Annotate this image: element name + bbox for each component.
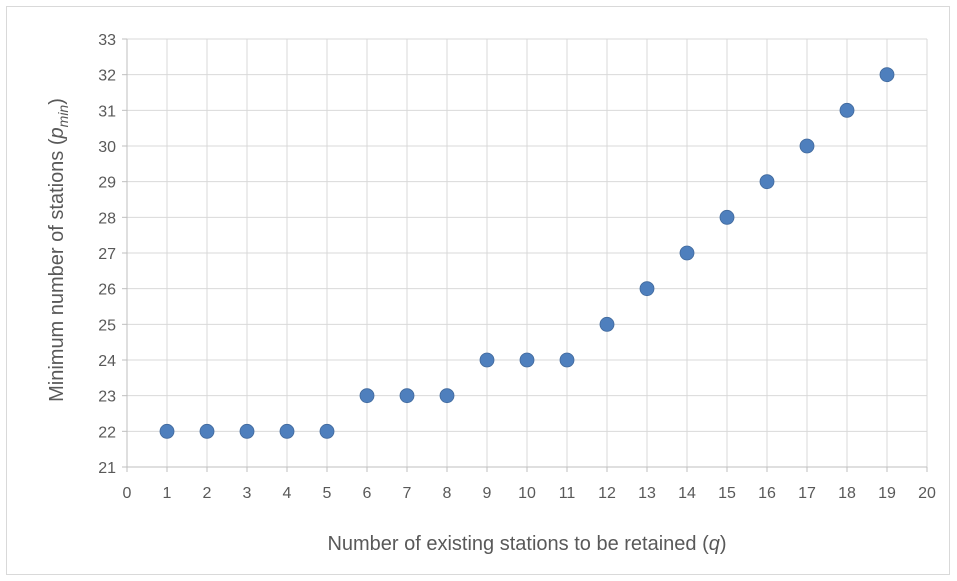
data-point [680,246,694,260]
y-tick-label: 22 [98,424,116,441]
x-tick-label: 8 [443,485,452,502]
grid-lines [127,39,927,467]
data-point [360,389,374,403]
data-point [840,103,854,117]
x-axis-label: Number of existing stations to be retain… [327,533,726,555]
data-point [720,210,734,224]
x-tick-label: 4 [283,485,292,502]
data-point [560,353,574,367]
y-tick-label: 31 [98,103,116,120]
x-tick-label: 5 [323,485,332,502]
y-tick-label: 21 [98,460,116,477]
x-tick-label: 6 [363,485,372,502]
data-point [600,317,614,331]
data-point [520,353,534,367]
data-point [480,353,494,367]
x-tick-label: 9 [483,485,492,502]
data-point [800,139,814,153]
y-tick-label: 30 [98,139,116,156]
x-tick-label: 19 [878,485,896,502]
x-tick-label: 10 [518,485,536,502]
data-point [880,68,894,82]
y-tick-label: 27 [98,246,116,263]
x-tick-label: 11 [559,485,576,502]
axes [122,39,927,472]
x-tick-label: 7 [403,485,412,502]
x-tick-label: 20 [918,485,936,502]
y-tick-label: 24 [98,353,116,370]
data-point [160,424,174,438]
data-point [240,424,254,438]
x-tick-label: 15 [718,485,736,502]
data-point [400,389,414,403]
y-tick-label: 28 [98,210,116,227]
data-point [760,175,774,189]
y-axis-label: Minimum number of stations (pmin) [46,98,71,402]
x-tick-label: 3 [243,485,252,502]
data-point [200,424,214,438]
x-tick-label: 1 [163,485,172,502]
x-tick-label: 13 [638,485,656,502]
x-tick-label: 14 [678,485,696,502]
y-tick-label: 29 [98,175,116,192]
y-tick-labels: 21 22 23 24 25 26 27 28 29 30 31 32 33 [98,32,116,477]
y-tick-label: 33 [98,32,116,49]
y-tick-label: 32 [98,68,116,85]
data-point [280,424,294,438]
y-tick-label: 25 [98,317,116,334]
x-tick-label: 2 [203,485,212,502]
x-tick-label: 16 [758,485,776,502]
x-tick-label: 12 [598,485,616,502]
y-tick-label: 23 [98,389,116,406]
x-tick-label: 18 [838,485,856,502]
x-tick-label: 0 [123,485,132,502]
data-point [640,282,654,296]
y-tick-label: 26 [98,282,116,299]
data-point [440,389,454,403]
x-tick-labels: 0 1 2 3 4 5 6 7 8 9 10 11 12 13 14 15 16 17 18 19 20 [123,485,936,502]
x-tick-label: 17 [798,485,816,502]
data-point [320,424,334,438]
